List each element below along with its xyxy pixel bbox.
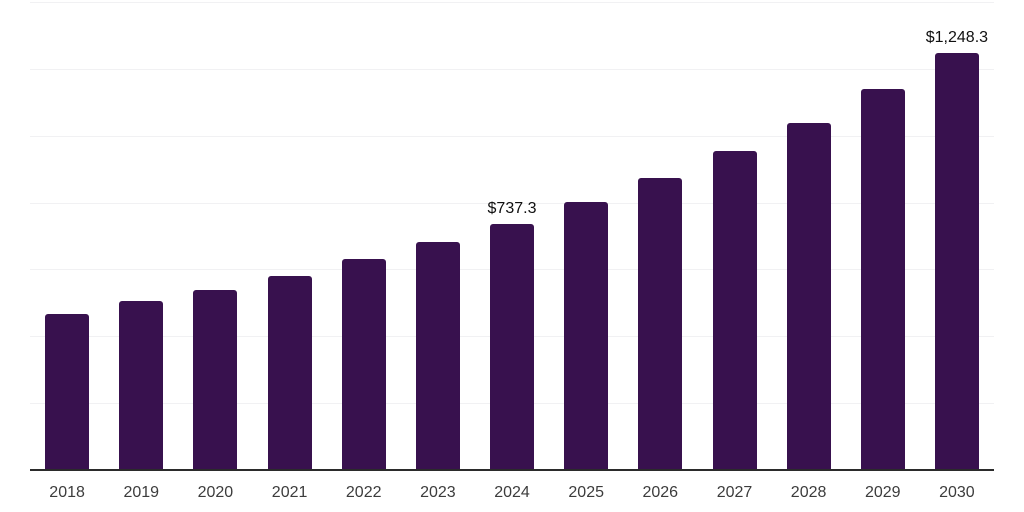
bar-2019 [119,301,164,470]
x-tick-label: 2027 [716,484,753,501]
bar-2028 [786,123,831,470]
x-tick-label: 2026 [642,484,679,501]
x-tick-label: 2028 [790,484,827,501]
bar-2020 [193,290,238,470]
bar-2023 [415,241,460,470]
gridline [30,2,994,3]
bar-2027 [712,151,757,470]
x-tick-label: 2021 [271,484,308,501]
x-tick-label: 2030 [939,484,975,501]
x-tick-label: 2023 [420,484,456,501]
data-label: $737.3 [487,199,537,217]
bar-2026 [638,177,683,470]
x-tick-label: 2020 [197,484,234,501]
bar-2029 [860,88,905,470]
bar-2030 [934,52,979,470]
bar-2024 [490,223,534,470]
x-tick-label: 2029 [864,484,901,501]
bar-2022 [341,259,386,470]
gridline [30,135,994,137]
gridline [30,68,994,70]
data-label: $1,248.3 [925,28,989,46]
bar-2021 [267,276,312,470]
x-tick-label: 2022 [345,484,382,501]
x-tick-label: 2025 [568,484,604,501]
bar-2018 [45,313,90,470]
x-tick-label: 2018 [49,484,85,501]
x-tick-label: 2024 [494,484,530,501]
x-tick-label: 2019 [123,484,160,501]
bar-2025 [564,202,609,470]
x-axis-line [30,469,994,471]
